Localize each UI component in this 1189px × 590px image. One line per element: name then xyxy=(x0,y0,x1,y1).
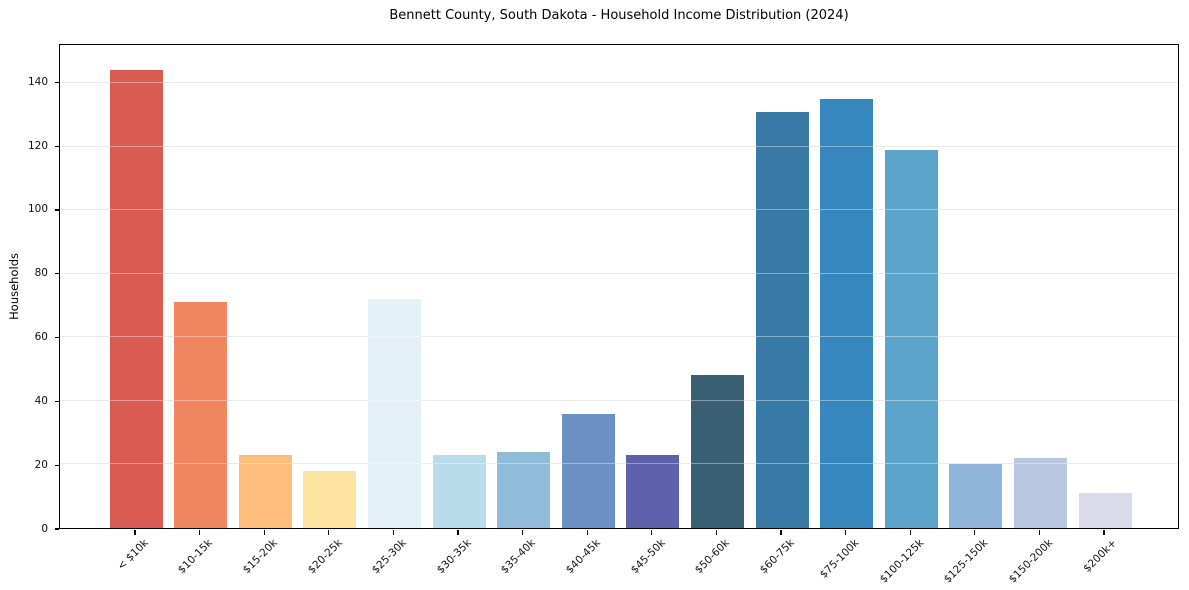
x-tick-label: $20-25k xyxy=(305,537,345,577)
x-tick-mark xyxy=(845,530,847,535)
y-tick-label: 60 xyxy=(34,331,48,344)
x-tick-label: $150-200k xyxy=(1006,537,1055,586)
x-tick-mark xyxy=(134,530,136,535)
gridline xyxy=(60,336,1178,338)
y-tick-label: 100 xyxy=(27,203,48,216)
x-tick-label: $125-150k xyxy=(941,537,991,586)
bar xyxy=(1013,458,1067,528)
bar xyxy=(755,111,809,528)
x-tick-mark xyxy=(586,530,588,535)
gridline xyxy=(60,399,1178,401)
x-tick-label: $15-20k xyxy=(240,537,280,577)
x-tick-label: < $10k xyxy=(114,537,151,573)
x-tick-label: $45-50k xyxy=(628,537,668,577)
x-tick-mark xyxy=(974,530,976,535)
x-tick-mark xyxy=(1103,530,1105,535)
x-tick-mark xyxy=(328,530,330,535)
x-tick-label: $100-125k xyxy=(877,537,926,586)
y-tick-label: 80 xyxy=(34,267,48,280)
x-tick-mark xyxy=(457,530,459,535)
y-axis-label: Households xyxy=(6,44,22,529)
bar xyxy=(561,413,615,528)
y-tick-mark xyxy=(54,209,59,211)
bar xyxy=(626,454,680,528)
x-tick-label: $30-35k xyxy=(434,537,474,577)
y-axis-label-text: Households xyxy=(7,253,21,320)
y-tick-label: 140 xyxy=(27,75,48,88)
bar xyxy=(367,299,421,528)
gridline xyxy=(60,463,1178,465)
bar xyxy=(690,375,744,528)
bar xyxy=(884,149,938,528)
y-tick-mark xyxy=(54,273,59,275)
chart-title: Bennett County, South Dakota - Household… xyxy=(389,8,849,23)
x-tick-label: $60-75k xyxy=(757,537,797,577)
gridline xyxy=(60,82,1178,84)
y-tick-mark xyxy=(54,464,59,466)
x-tick-mark xyxy=(263,530,265,535)
gridline xyxy=(60,209,1178,211)
y-tick-mark xyxy=(54,528,59,530)
bar xyxy=(497,451,551,528)
gridline xyxy=(60,399,1178,401)
gridline xyxy=(60,209,1178,211)
x-tick-mark xyxy=(1038,530,1040,535)
bar xyxy=(238,454,292,528)
x-tick-label: $75-100k xyxy=(817,537,862,581)
x-tick-label: $40-45k xyxy=(563,537,603,577)
y-tick-mark xyxy=(54,81,59,83)
x-tick-mark xyxy=(392,530,394,535)
y-tick-label: 0 xyxy=(41,522,48,535)
x-tick-label: $25-30k xyxy=(369,537,409,577)
bar xyxy=(820,99,874,528)
y-tick-mark xyxy=(54,145,59,147)
x-tick-mark xyxy=(522,530,524,535)
x-tick-mark xyxy=(715,530,717,535)
y-tick-mark xyxy=(54,336,59,339)
x-tick-mark xyxy=(780,530,782,535)
x-tick-label: $10-15k xyxy=(175,537,216,577)
y-tick-label: 20 xyxy=(34,458,48,471)
x-tick-label: $200k+ xyxy=(1081,537,1120,575)
bar xyxy=(1078,493,1132,528)
gridline xyxy=(60,145,1178,147)
x-tick-mark xyxy=(651,530,653,535)
x-tick-label: $35-40k xyxy=(498,537,539,577)
plot-area xyxy=(59,44,1179,529)
gridline xyxy=(60,82,1178,84)
x-tick-label: $50-60k xyxy=(692,537,732,577)
bar xyxy=(174,302,228,528)
y-tick-mark xyxy=(54,400,59,402)
bar xyxy=(303,470,357,528)
y-tick-label: 40 xyxy=(34,394,48,407)
bar xyxy=(109,70,163,528)
gridline xyxy=(60,145,1178,147)
gridline xyxy=(60,272,1178,274)
bar xyxy=(432,454,486,528)
x-tick-mark xyxy=(909,530,911,535)
y-tick-label: 120 xyxy=(27,139,48,152)
gridline xyxy=(60,463,1178,465)
x-tick-mark xyxy=(199,530,201,535)
bar xyxy=(949,464,1003,528)
gridline xyxy=(60,336,1178,338)
gridline xyxy=(60,272,1178,274)
